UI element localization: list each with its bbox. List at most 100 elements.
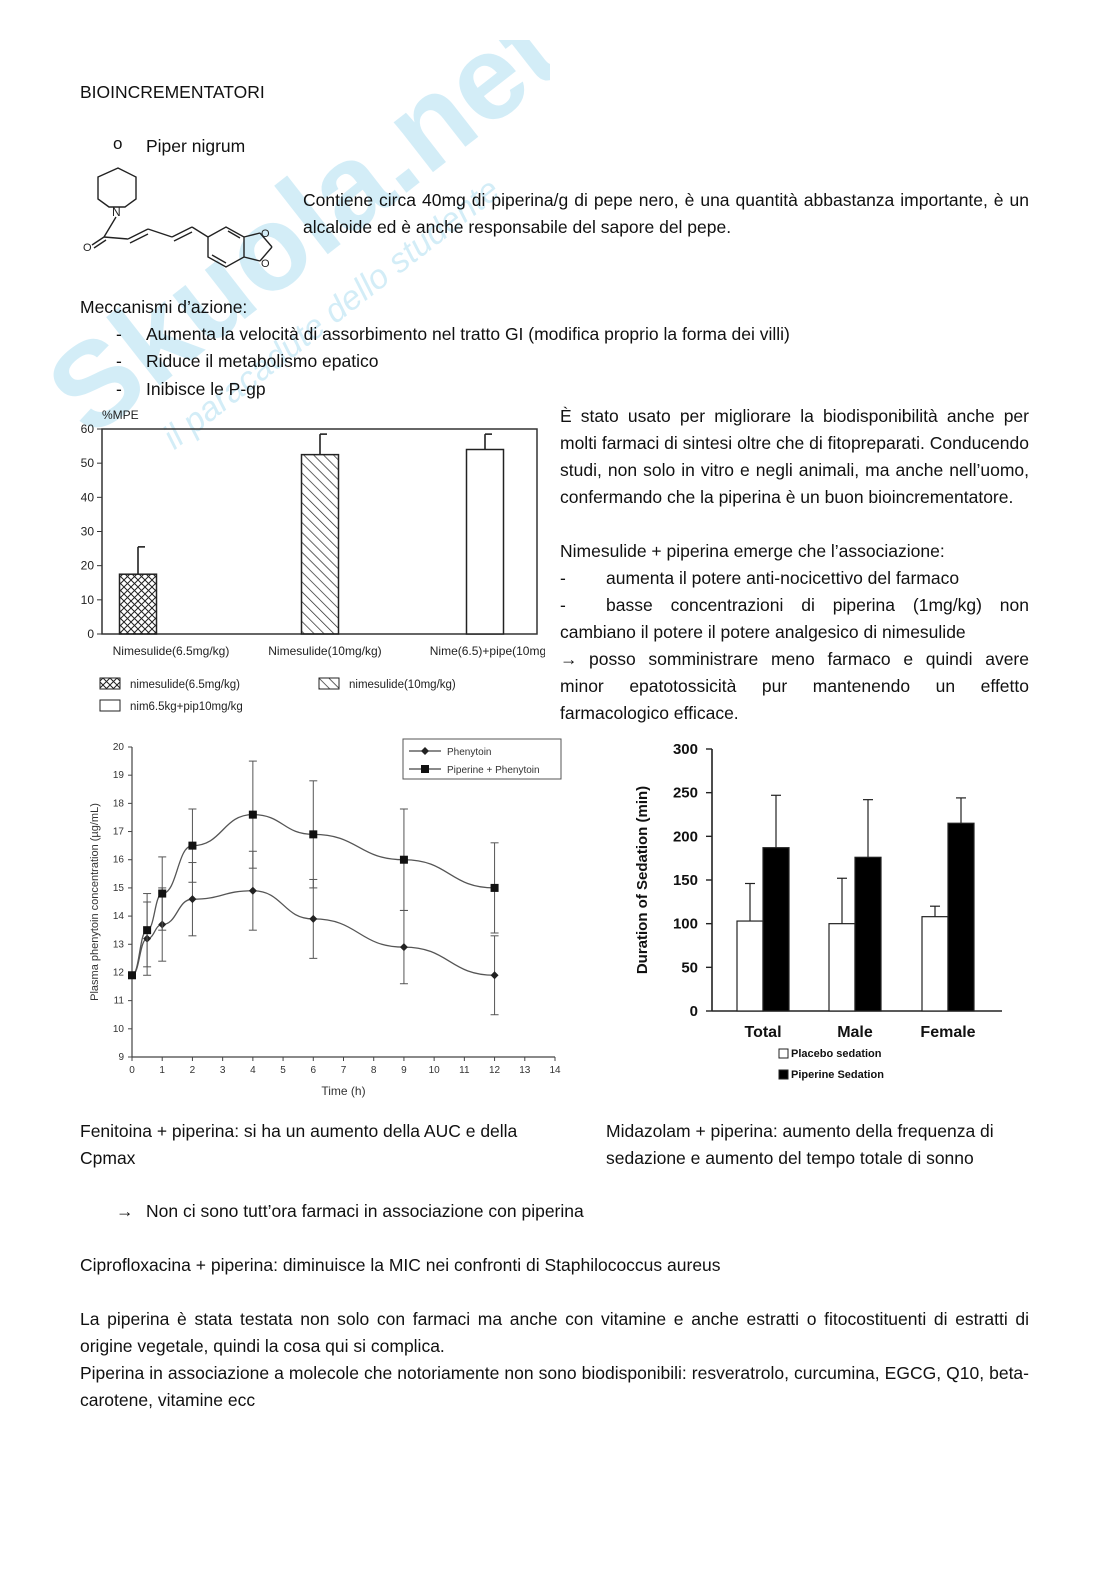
mechanism-item: Riduce il metabolismo epatico — [146, 351, 379, 371]
bar — [762, 847, 790, 1012]
y-tick-label: 50 — [81, 456, 95, 470]
legend-swatch — [99, 677, 121, 690]
legend-label: nimesulide(6.5mg/kg) — [130, 679, 240, 691]
x-category-label: Total — [744, 1024, 781, 1041]
nimesulide-point: aumenta il potere anti-nocicettivo del f… — [606, 568, 960, 588]
legend-label: Placebo sedation — [791, 1048, 882, 1060]
y-tick-label: 50 — [681, 959, 698, 976]
sedation-bar-chart: 0 50 100 150 200 250 300 Duration of Sedation (… — [634, 741, 1002, 1081]
atom-o: O — [83, 242, 92, 254]
x-category-label: Nimesulide(6.5mg/kg) — [113, 644, 230, 658]
bar — [921, 916, 949, 1012]
data-point — [399, 855, 408, 864]
y-tick-label: 300 — [673, 741, 698, 758]
x-category-label: Nime(6.5)+pipe(10mg) — [430, 644, 545, 658]
closing-paragraph-2: Piperina in associazione a molecole che … — [80, 1363, 1029, 1410]
x-category-label: Male — [837, 1024, 873, 1041]
bullet-marker: o — [113, 134, 123, 153]
legend-label: Piperine Sedation — [791, 1069, 884, 1081]
midazolam-caption: Midazolam + piperina: aumento della freq… — [606, 1121, 994, 1168]
bar — [854, 856, 882, 1012]
bar — [118, 573, 158, 635]
x-tick-label: 4 — [250, 1065, 256, 1076]
legend-swatch — [99, 699, 121, 712]
data-point — [128, 971, 136, 980]
legend-label: nim6.5kg+pip10mg/kg — [130, 701, 243, 713]
piperine-structure: N O O O — [83, 167, 273, 270]
data-point — [248, 810, 257, 819]
y-tick-label: 40 — [81, 490, 95, 504]
x-category-label: Female — [920, 1024, 975, 1041]
y-tick-label: 13 — [113, 939, 125, 950]
arrow-icon: → — [560, 649, 578, 669]
y-tick-label: 12 — [113, 967, 125, 978]
y-tick-label: 20 — [113, 742, 125, 753]
right-paragraph: È stato usato per migliorare la biodispo… — [560, 406, 1029, 507]
y-tick-label: 9 — [118, 1052, 124, 1063]
dash-bullet: - — [116, 324, 122, 344]
mechanism-item: Aumenta la velocità di assorbimento nel … — [146, 324, 790, 344]
legend-marker — [421, 765, 429, 773]
nimesulide-intro: Nimesulide + piperina emerge che l’assoc… — [560, 541, 945, 561]
x-tick-label: 8 — [371, 1065, 377, 1076]
mechanism-item: Inibisce le P-gp — [146, 379, 266, 399]
data-point — [188, 895, 197, 904]
data-point — [248, 886, 257, 895]
mpe-bar-chart: %MPE 0 10 20 30 40 50 60 Nimesulide(6.5mg/kg) Nim… — [81, 408, 545, 713]
legend-swatch — [778, 1048, 789, 1059]
data-point — [143, 926, 152, 935]
x-axis-label: Time (h) — [321, 1084, 365, 1098]
legend-swatch — [778, 1069, 789, 1080]
y-tick-label: 0 — [690, 1003, 698, 1020]
bar — [947, 822, 975, 1012]
page-title: BIOINCREMENTATORI — [80, 82, 265, 102]
dash-bullet: - — [560, 568, 566, 588]
bar — [736, 920, 764, 1012]
legend-label: Piperine + Phenytoin — [447, 765, 540, 776]
data-point — [309, 830, 318, 839]
y-tick-label: 11 — [114, 996, 125, 1007]
dash-bullet: - — [116, 351, 122, 371]
y-tick-label: 30 — [81, 525, 95, 539]
dash-bullet: - — [116, 379, 122, 399]
x-tick-label: 0 — [129, 1065, 135, 1076]
atom-n: N — [112, 205, 121, 219]
y-tick-label: 17 — [113, 827, 125, 838]
nimesulide-conclusion: posso somministrare meno farmaco e quind… — [560, 649, 1029, 723]
legend-label: Phenytoin — [447, 747, 491, 758]
y-tick-label: 10 — [81, 593, 95, 607]
x-tick-label: 3 — [220, 1065, 226, 1076]
x-tick-label: 9 — [401, 1065, 407, 1076]
x-tick-label: 1 — [159, 1065, 165, 1076]
x-tick-label: 6 — [311, 1065, 317, 1076]
data-point — [309, 914, 318, 923]
y-tick-label: 10 — [113, 1024, 125, 1035]
mechanisms-heading: Meccanismi d’azione: — [80, 297, 248, 317]
data-point — [399, 943, 408, 952]
y-tick-label: 20 — [81, 559, 95, 573]
legend-swatch — [318, 677, 340, 690]
legend-box — [402, 738, 562, 780]
y-axis-label: Plasma phenytoin concentration (µg/mL) — [89, 803, 101, 1001]
y-tick-label: 14 — [113, 911, 125, 922]
closing-paragraph: La piperina è stata testata non solo con… — [80, 1309, 1029, 1356]
atom-o-ring-2: O — [261, 258, 270, 270]
arrow-icon: → — [116, 1201, 134, 1221]
y-tick-label: 250 — [673, 785, 698, 802]
y-tick-label: 60 — [81, 422, 95, 436]
y-axis-label: Duration of Sedation (min) — [634, 786, 651, 974]
legend-label: nimesulide(10mg/kg) — [349, 679, 456, 691]
y-tick-label: 16 — [113, 855, 125, 866]
x-tick-label: 5 — [280, 1065, 286, 1076]
y-tick-label: 15 — [113, 883, 125, 894]
phenytoin-caption: Fenitoina + piperina: si ha un aumento d… — [80, 1121, 518, 1168]
bar — [300, 453, 340, 635]
arrow-note: Non ci sono tutt’ora farmaci in associaz… — [146, 1201, 584, 1221]
data-point — [490, 883, 499, 892]
y-tick-label: 18 — [113, 798, 125, 809]
x-tick-label: 13 — [519, 1065, 531, 1076]
x-tick-label: 10 — [429, 1065, 441, 1076]
bar — [465, 448, 505, 635]
y-axis-label: %MPE — [102, 408, 139, 422]
